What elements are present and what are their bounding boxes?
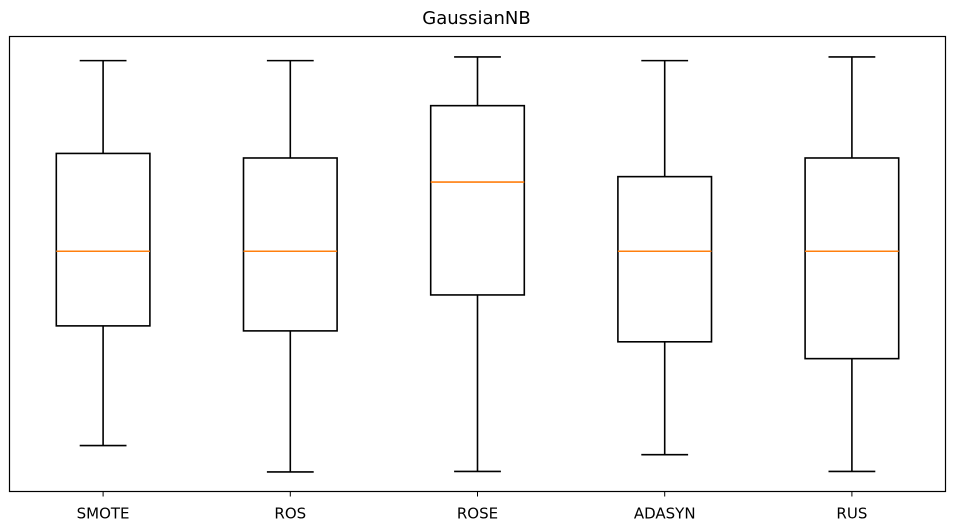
x-tick-label: ADASYN — [634, 505, 696, 523]
box — [55, 152, 151, 327]
chart-title: GaussianNB — [422, 8, 531, 29]
box — [617, 175, 713, 343]
box — [429, 104, 526, 296]
x-tick-label: ROSE — [457, 505, 498, 523]
x-tick-label: ROS — [274, 505, 306, 523]
box — [242, 157, 338, 332]
x-tick-label: RUS — [836, 505, 867, 523]
x-tick-label: SMOTE — [77, 505, 130, 523]
box — [804, 157, 900, 360]
